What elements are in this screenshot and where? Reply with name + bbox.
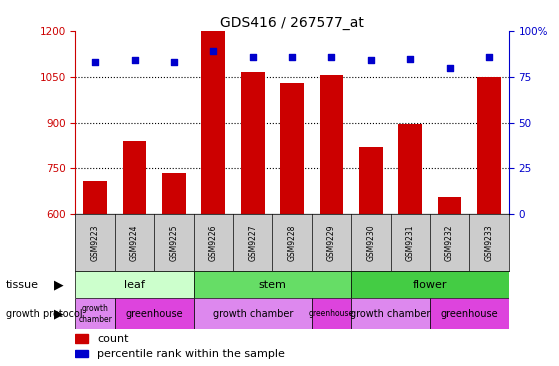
Bar xyxy=(75,350,88,357)
Text: growth protocol: growth protocol xyxy=(6,309,82,319)
Point xyxy=(445,65,454,71)
Text: GSM9228: GSM9228 xyxy=(287,224,297,261)
Text: growth
chamber: growth chamber xyxy=(78,304,112,324)
Bar xyxy=(351,271,509,298)
Point xyxy=(91,59,100,65)
Point xyxy=(485,54,494,60)
Text: leaf: leaf xyxy=(124,280,145,290)
Bar xyxy=(438,197,461,214)
Text: GSM9232: GSM9232 xyxy=(445,224,454,261)
Text: GSM9225: GSM9225 xyxy=(169,224,178,261)
Point xyxy=(366,57,375,63)
Point xyxy=(209,48,218,54)
Text: GSM9227: GSM9227 xyxy=(248,224,257,261)
Bar xyxy=(312,298,351,329)
Text: GSM9233: GSM9233 xyxy=(485,224,494,261)
Bar xyxy=(83,180,107,214)
Point xyxy=(130,57,139,63)
Bar xyxy=(162,173,186,214)
Text: greenhouse: greenhouse xyxy=(125,309,183,319)
Text: GSM9231: GSM9231 xyxy=(406,224,415,261)
Bar xyxy=(75,334,88,343)
Point xyxy=(169,59,178,65)
Bar xyxy=(351,298,430,329)
Bar xyxy=(280,83,304,214)
Bar xyxy=(75,298,115,329)
Bar xyxy=(359,147,383,214)
Text: stem: stem xyxy=(258,280,286,290)
Bar xyxy=(75,271,193,298)
Text: greenhouse: greenhouse xyxy=(309,309,354,318)
Text: GSM9224: GSM9224 xyxy=(130,224,139,261)
Text: flower: flower xyxy=(413,280,447,290)
Title: GDS416 / 267577_at: GDS416 / 267577_at xyxy=(220,16,364,30)
Text: growth chamber: growth chamber xyxy=(212,309,293,319)
Text: tissue: tissue xyxy=(6,280,39,290)
Text: count: count xyxy=(97,334,129,344)
Point xyxy=(406,56,415,61)
Text: GSM9226: GSM9226 xyxy=(209,224,218,261)
Bar xyxy=(430,298,509,329)
Text: GSM9230: GSM9230 xyxy=(366,224,375,261)
Text: percentile rank within the sample: percentile rank within the sample xyxy=(97,349,285,359)
Text: GSM9223: GSM9223 xyxy=(91,224,100,261)
Bar xyxy=(201,31,225,214)
Bar xyxy=(320,75,343,214)
Point xyxy=(327,54,336,60)
Text: ▶: ▶ xyxy=(54,307,64,320)
Text: greenhouse: greenhouse xyxy=(440,309,498,319)
Bar xyxy=(115,298,193,329)
Point xyxy=(287,54,296,60)
Bar xyxy=(123,141,146,214)
Text: growth chamber: growth chamber xyxy=(350,309,431,319)
Bar xyxy=(193,298,312,329)
Bar xyxy=(241,72,264,214)
Bar xyxy=(193,271,351,298)
Bar xyxy=(477,77,501,214)
Point xyxy=(248,54,257,60)
Bar xyxy=(399,124,422,214)
Text: ▶: ▶ xyxy=(54,278,64,291)
Text: GSM9229: GSM9229 xyxy=(327,224,336,261)
